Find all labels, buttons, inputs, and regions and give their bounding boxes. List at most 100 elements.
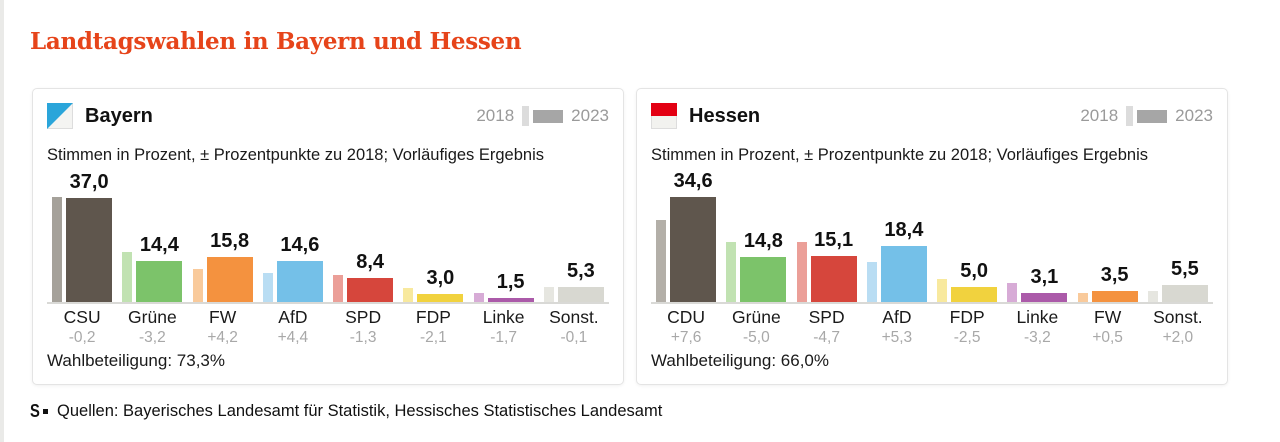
category-label-group: Grüne -3,2: [117, 307, 187, 347]
bar-2023: [1091, 291, 1138, 302]
bar-2023: [810, 256, 857, 302]
delta-label: -4,7: [813, 329, 840, 346]
bar-2018: [1007, 282, 1018, 302]
bar-2023: [670, 197, 717, 302]
value-label: 15,8: [210, 230, 250, 253]
bar-2023: [951, 286, 998, 302]
bar-group-afd: 18,4: [862, 169, 932, 302]
category-label-group: AfD +5,3: [862, 307, 932, 347]
value-label: 5,5: [1170, 258, 1199, 281]
delta-label: -2,5: [953, 329, 981, 346]
bar-2018: [473, 293, 484, 302]
bar-2023: [347, 278, 394, 302]
bar-2018: [726, 241, 737, 302]
delta-label: -5,0: [743, 329, 770, 346]
party-label: AfD: [278, 307, 308, 327]
delta-label: -3,2: [139, 329, 166, 346]
delta-label: +4,4: [277, 329, 309, 346]
panel-bayern: Bayern 2018 2023 Stimmen in Prozent, ± P…: [32, 88, 624, 385]
legend: 2018 2023: [1080, 106, 1213, 126]
category-label-group: Linke -3,2: [1002, 307, 1072, 347]
party-label: FDP: [415, 307, 451, 327]
panel-title: Hessen: [689, 104, 761, 127]
page-title: Landtagswahlen in Bayern und Hessen: [30, 28, 522, 55]
bar-2023: [1161, 285, 1208, 302]
bar-2018: [656, 220, 667, 302]
party-label: Linke: [482, 307, 525, 327]
panel-header: Hessen 2018 2023: [651, 102, 1213, 130]
bar-2023: [206, 257, 253, 302]
value-label: 1,5: [496, 270, 525, 293]
category-label-group: CDU +7,6: [651, 307, 721, 347]
bar-2018: [937, 279, 948, 302]
bar-2023: [740, 257, 787, 302]
bar-2018: [543, 286, 554, 302]
party-label: Linke: [1016, 307, 1059, 327]
bar-chart-hessen: 34,6 14,8 15,1 18,4 5,0 3,1 3,5 5,5 CDU +7,6 Grüne…: [651, 169, 1213, 347]
party-label: SPD: [345, 307, 382, 327]
value-label: 5,3: [566, 260, 595, 282]
legend-swatch-2018: [1126, 106, 1134, 126]
logo-square-icon: [43, 409, 49, 414]
bar-2018: [262, 273, 273, 302]
charts-row: Bayern 2018 2023 Stimmen in Prozent, ± P…: [32, 88, 1228, 385]
delta-label: -0,1: [560, 329, 588, 346]
bar-2023: [880, 246, 927, 302]
turnout-text: Wahlbeteiligung: 73,3%: [47, 351, 225, 370]
source-line: S Quellen: Bayerisches Landesamt für Sta…: [30, 401, 662, 422]
bar-group-linke: 1,5: [469, 169, 539, 302]
party-label: Grüne: [732, 307, 781, 327]
bar-2018: [1077, 292, 1088, 302]
delta-label: -0,2: [68, 329, 96, 346]
legend: 2018 2023: [476, 106, 609, 126]
bar-group-fw: 15,8: [188, 169, 258, 302]
party-label: CSU: [63, 307, 101, 327]
bars-row: 34,6 14,8 15,1 18,4 5,0 3,1 3,5 5,5: [651, 169, 1213, 304]
value-label: 34,6: [673, 170, 713, 192]
category-label-group: AfD +4,4: [258, 307, 328, 347]
labels-row: CSU -0,2 Grüne -3,2 FW +4,2 AfD +4,4 SPD -1,3 FDP -…: [47, 307, 609, 347]
delta-label: +7,6: [670, 329, 702, 346]
bar-group-spd: 8,4: [328, 169, 398, 302]
chart-subtitle: Stimmen in Prozent, ± Prozentpunkte zu 2…: [47, 146, 544, 164]
bar-2018: [403, 287, 414, 302]
value-label: 14,4: [139, 234, 179, 257]
party-label: SPD: [808, 307, 845, 327]
legend-label-2023: 2023: [571, 106, 609, 125]
legend-swatch-2023: [533, 109, 564, 123]
party-label: CDU: [667, 307, 706, 327]
bar-group-fdp: 5,0: [932, 169, 1002, 302]
delta-label: +2,0: [1162, 329, 1194, 346]
category-label-group: FDP -2,1: [398, 307, 468, 347]
publisher-logo: S: [30, 401, 40, 421]
category-label-group: Grüne -5,0: [721, 307, 791, 347]
delta-label: -1,3: [349, 329, 377, 346]
delta-label: +4,2: [207, 329, 238, 346]
bar-group-linke: 3,1: [1002, 169, 1072, 302]
value-label: 8,4: [356, 251, 385, 274]
bar-2018: [866, 262, 877, 302]
bar-2018: [192, 269, 203, 302]
party-label: Sonst.: [549, 307, 599, 327]
value-label: 3,0: [426, 266, 455, 289]
chart-subtitle: Stimmen in Prozent, ± Prozentpunkte zu 2…: [651, 146, 1148, 164]
delta-label: -3,2: [1024, 329, 1051, 346]
source-text: Quellen: Bayerisches Landesamt für Stati…: [57, 402, 663, 420]
category-label-group: Sonst. +2,0: [1143, 307, 1213, 347]
turnout-text: Wahlbeteiligung: 66,0%: [651, 351, 829, 370]
category-label-group: FDP -2,5: [932, 307, 1002, 347]
bars-row: 37,0 14,4 15,8 14,6 8,4 3,0 1,5 5,3: [47, 169, 609, 304]
bar-group-grne: 14,4: [117, 169, 187, 302]
bayern-flag-icon: [47, 103, 73, 129]
bar-group-sonst: 5,3: [539, 169, 609, 302]
value-label: 3,5: [1100, 264, 1129, 287]
bar-chart-bayern: 37,0 14,4 15,8 14,6 8,4 3,0 1,5 5,3 CSU -0,2 Grüne…: [47, 169, 609, 347]
bar-group-grne: 14,8: [721, 169, 791, 302]
legend-swatch-2018: [522, 106, 530, 126]
panel-title: Bayern: [85, 104, 153, 127]
bar-group-fw: 3,5: [1073, 169, 1143, 302]
panel-hessen: Hessen 2018 2023 Stimmen in Prozent, ± P…: [636, 88, 1228, 385]
party-label: Sonst.: [1153, 307, 1203, 327]
bar-group-sonst: 5,5: [1143, 169, 1213, 302]
bar-2023: [1021, 292, 1068, 302]
